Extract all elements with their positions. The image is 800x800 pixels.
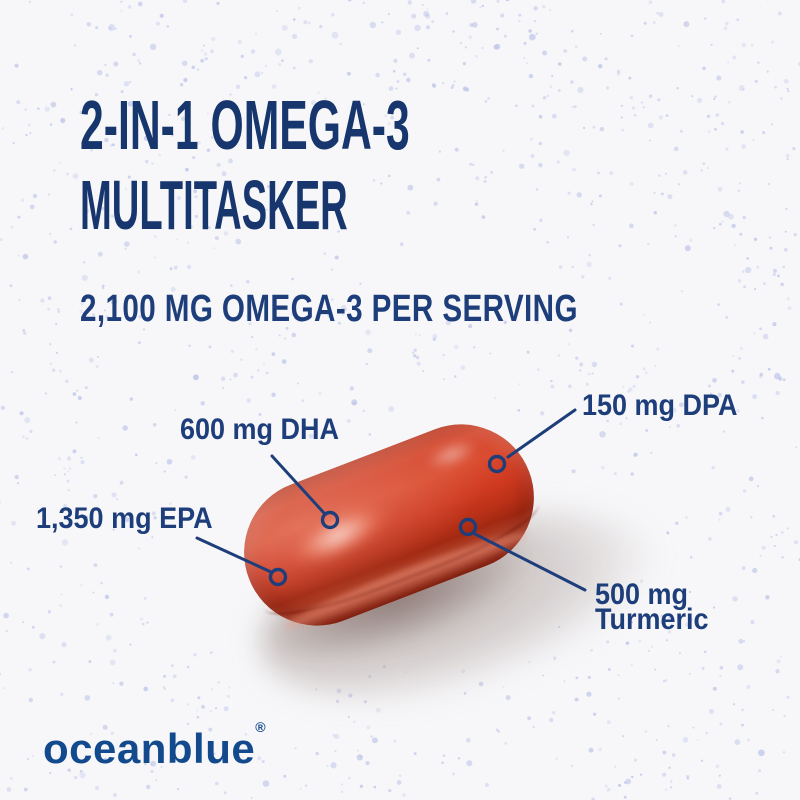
subheadline: 2,100 MG OMEGA-3 PER SERVING [80,288,578,330]
callout-label-turmeric: 500 mg Turmeric [595,578,709,636]
headline: 2-IN-1 OMEGA-3 MULTITASKER [80,85,621,245]
callout-turmeric-line1: 500 mg [595,578,689,611]
turmeric-callout-line [473,532,587,592]
callout-label-epa: 1,350 mg EPA [36,502,213,535]
brand-logo-text: oceanblue [43,725,256,772]
callout-label-dpa: 150 mg DPA [582,389,738,422]
dha-callout-marker [320,510,340,530]
turmeric-callout-marker [458,517,478,537]
headline-line2: MULTITASKER [80,166,348,244]
headline-line1: 2-IN-1 OMEGA-3 [80,86,410,164]
epa-callout-line [195,536,273,574]
brand-logo: oceanblue® [43,719,266,772]
callout-turmeric-line2: Turmeric [595,603,709,636]
epa-callout-marker [268,567,288,587]
callout-label-dha: 600 mg DHA [180,413,340,446]
registered-trademark-icon: ® [255,719,266,735]
dha-callout-line [270,454,326,515]
dpa-callout-line [506,408,577,459]
dpa-callout-marker [487,454,507,474]
